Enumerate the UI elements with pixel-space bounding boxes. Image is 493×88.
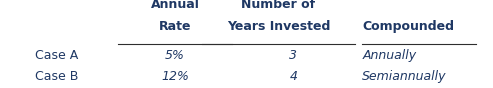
Text: Years Invested: Years Invested	[227, 20, 330, 33]
Text: Compounded: Compounded	[362, 20, 455, 33]
Text: Rate: Rate	[159, 20, 191, 33]
Text: Annually: Annually	[362, 49, 417, 62]
Text: 4: 4	[289, 70, 297, 83]
Text: Annual: Annual	[150, 0, 200, 11]
Text: 12%: 12%	[161, 70, 189, 83]
Text: Semiannually: Semiannually	[362, 70, 447, 83]
Text: 5%: 5%	[165, 49, 185, 62]
Text: Number of: Number of	[242, 0, 316, 11]
Text: Case B: Case B	[35, 70, 78, 83]
Text: Case A: Case A	[35, 49, 78, 62]
Text: 3: 3	[289, 49, 297, 62]
